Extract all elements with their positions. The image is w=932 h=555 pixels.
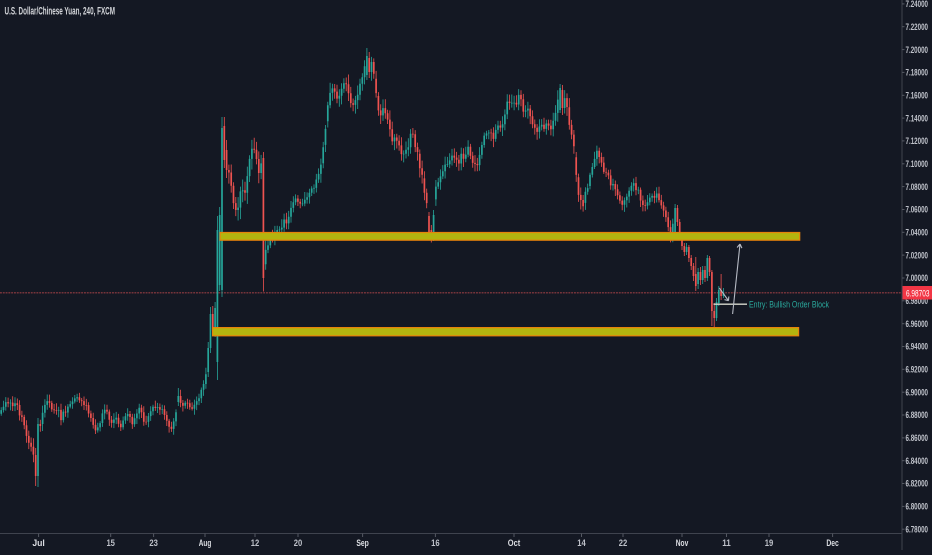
- svg-text:22: 22: [619, 538, 628, 549]
- svg-text:U.S. Dollar/Chinese Yuan, 240,: U.S. Dollar/Chinese Yuan, 240, FXCM: [5, 6, 116, 18]
- svg-text:16: 16: [431, 538, 440, 549]
- svg-text:6.78000: 6.78000: [906, 524, 929, 535]
- svg-text:Oct: Oct: [508, 538, 521, 549]
- svg-text:15: 15: [106, 538, 115, 549]
- svg-text:7.00000: 7.00000: [906, 273, 929, 284]
- svg-text:Aug: Aug: [199, 538, 212, 549]
- svg-text:20: 20: [294, 538, 303, 549]
- svg-text:11: 11: [722, 538, 731, 549]
- svg-text:Entry: Bullish Order Block: Entry: Bullish Order Block: [749, 300, 829, 310]
- svg-text:19: 19: [765, 538, 774, 549]
- svg-text:Dec: Dec: [826, 538, 839, 549]
- svg-text:7.22000: 7.22000: [906, 22, 929, 33]
- svg-text:6.86000: 6.86000: [906, 433, 929, 444]
- svg-text:7.20000: 7.20000: [906, 45, 929, 56]
- svg-text:7.24000: 7.24000: [906, 0, 929, 10]
- svg-text:Jul: Jul: [32, 538, 45, 549]
- svg-text:6.90000: 6.90000: [906, 387, 929, 398]
- svg-text:7.08000: 7.08000: [906, 182, 929, 193]
- svg-text:6.84000: 6.84000: [906, 456, 929, 467]
- svg-text:7.14000: 7.14000: [906, 113, 929, 124]
- svg-text:7.02000: 7.02000: [906, 250, 929, 261]
- svg-text:6.88000: 6.88000: [906, 410, 929, 421]
- svg-text:6.94000: 6.94000: [906, 342, 929, 353]
- svg-text:6.80000: 6.80000: [906, 502, 929, 513]
- svg-text:7.04000: 7.04000: [906, 228, 929, 239]
- svg-text:7.16000: 7.16000: [906, 91, 929, 102]
- svg-text:14: 14: [577, 538, 586, 549]
- svg-text:Nov: Nov: [676, 538, 689, 549]
- svg-text:7.12000: 7.12000: [906, 136, 929, 147]
- svg-text:12: 12: [251, 538, 260, 549]
- svg-text:7.18000: 7.18000: [906, 68, 929, 79]
- svg-text:Sep: Sep: [356, 538, 369, 549]
- svg-text:7.06000: 7.06000: [906, 205, 929, 216]
- svg-text:23: 23: [149, 538, 158, 549]
- svg-text:6.96000: 6.96000: [906, 319, 929, 330]
- svg-text:6.82000: 6.82000: [906, 479, 929, 490]
- svg-text:7.10000: 7.10000: [906, 159, 929, 170]
- svg-text:6.92000: 6.92000: [906, 365, 929, 376]
- svg-text:6.98703: 6.98703: [906, 288, 930, 298]
